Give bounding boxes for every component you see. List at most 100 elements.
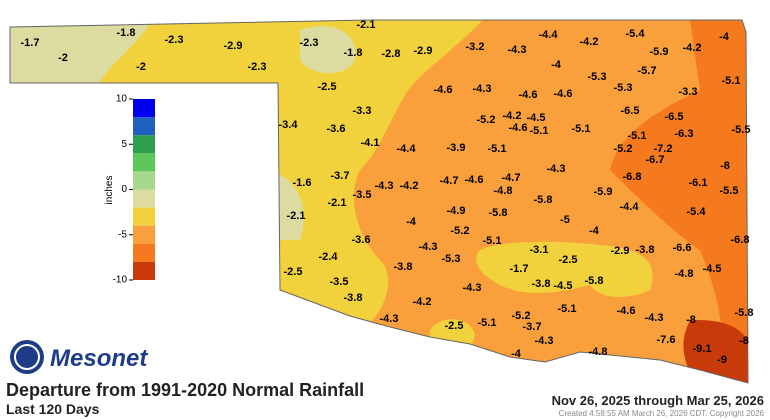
stations: -1.7 -2 -1.8 -2.3 -2 -2.9 -2.3 -2.3 -2.1 -1.8 -2.8… (21, 19, 754, 366)
station-value: -5.1 (572, 123, 591, 135)
station-value: -4.6 (519, 89, 538, 101)
station-value: -3.8 (344, 292, 363, 304)
station-value: -4.3 (645, 312, 664, 324)
station-value: -5.5 (720, 185, 739, 197)
station-value: -4.5 (554, 280, 573, 292)
station-value: -3.6 (352, 234, 371, 246)
station-value: -4.3 (473, 83, 492, 95)
station-value: -6.1 (689, 177, 708, 189)
station-value: -4 (719, 31, 730, 43)
station-value: -4.7 (440, 175, 459, 187)
station-value: -5.2 (512, 310, 531, 322)
legend-tick-label: 0 (121, 184, 127, 195)
station-value: -3.6 (327, 123, 346, 135)
station-value: -1.6 (293, 177, 312, 189)
station-value: -4 (511, 348, 522, 360)
station-value: -3.2 (466, 41, 485, 53)
station-value: -4.7 (502, 172, 521, 184)
station-value: -2.9 (224, 40, 243, 52)
station-value: -6.8 (731, 234, 750, 246)
station-value: -6.6 (673, 242, 692, 254)
station-value: -5 (560, 214, 570, 226)
station-value: -4.6 (509, 122, 528, 134)
station-value: -4 (406, 216, 417, 228)
station-value: -4 (551, 59, 562, 71)
station-value: -3.9 (447, 142, 466, 154)
station-value: -5.8 (735, 307, 754, 319)
station-value: -5.4 (626, 28, 646, 40)
legend-bin (133, 189, 155, 208)
station-value: -2.1 (328, 197, 347, 209)
station-value: -7.2 (654, 143, 673, 155)
station-value: -6.7 (646, 154, 665, 166)
station-value: -2.8 (382, 48, 401, 60)
subtitle: Last 120 Days (6, 401, 100, 417)
legend-bin (133, 117, 155, 136)
station-value: -5.3 (614, 82, 633, 94)
station-value: -3.5 (330, 276, 349, 288)
station-value: -5.1 (530, 125, 549, 137)
station-value: -4.8 (675, 268, 694, 280)
station-value: -4.3 (375, 180, 394, 192)
station-value: -9.1 (693, 343, 712, 355)
station-value: -1.7 (21, 37, 40, 49)
station-value: -4.2 (413, 296, 432, 308)
station-value: -5.9 (594, 186, 613, 198)
station-value: -2.3 (165, 34, 184, 46)
legend-bin (133, 135, 155, 154)
station-value: -4.6 (465, 174, 484, 186)
station-value: -4.3 (547, 163, 566, 175)
station-value: -3.7 (523, 321, 542, 333)
station-value: -5.4 (687, 206, 707, 218)
station-value: -5.8 (534, 194, 553, 206)
station-value: -4.6 (554, 88, 573, 100)
logo-text: Mesonet (50, 345, 148, 372)
station-value: -1.7 (510, 263, 529, 275)
state-outline (9, 19, 749, 384)
station-value: -4.3 (508, 44, 527, 56)
station-value: -2.5 (284, 266, 303, 278)
station-value: -5.2 (451, 225, 470, 237)
station-value: -8 (720, 160, 730, 172)
station-value: -3.7 (331, 170, 350, 182)
legend-tick-label: -10 (113, 275, 128, 286)
station-value: -5.1 (558, 303, 577, 315)
station-value: -4.2 (683, 42, 702, 54)
legend-bin (133, 225, 155, 244)
station-value: -4.3 (419, 241, 438, 253)
station-value: -5.9 (650, 46, 669, 58)
station-value: -2.9 (611, 245, 630, 257)
station-value: -4.5 (527, 112, 546, 124)
station-value: -5.8 (585, 275, 604, 287)
station-value: -1.8 (344, 47, 363, 59)
station-value: -4.3 (463, 282, 482, 294)
station-value: -2.1 (287, 210, 306, 222)
station-value: -3.8 (532, 278, 551, 290)
station-value: -4.4 (397, 143, 417, 155)
legend-bin (133, 207, 155, 226)
station-value: -2.9 (414, 45, 433, 57)
station-value: -6.3 (675, 128, 694, 140)
station-value: -4.8 (494, 185, 513, 197)
station-value: -4.2 (580, 36, 599, 48)
station-value: -4.4 (539, 29, 559, 41)
station-value: -3.1 (530, 244, 549, 256)
station-value: -4.8 (589, 346, 608, 358)
station-value: -4 (589, 225, 600, 237)
station-value: -6.5 (665, 111, 684, 123)
station-value: -3.4 (279, 119, 299, 131)
station-value: -5.1 (628, 130, 647, 142)
station-value: -2 (136, 61, 146, 73)
station-value: -3.8 (394, 261, 413, 273)
station-value: -2 (58, 52, 68, 64)
station-value: -5.1 (488, 143, 507, 155)
legend-bin (133, 261, 155, 280)
station-value: -4.1 (361, 137, 380, 149)
station-value: -3.3 (679, 86, 698, 98)
legend-label: inches (104, 176, 115, 205)
date-range: Nov 26, 2025 through Mar 25, 2026 (552, 393, 764, 408)
station-value: -1.8 (117, 27, 136, 39)
station-value: -4.3 (380, 313, 399, 325)
station-value: -5.5 (732, 124, 751, 136)
